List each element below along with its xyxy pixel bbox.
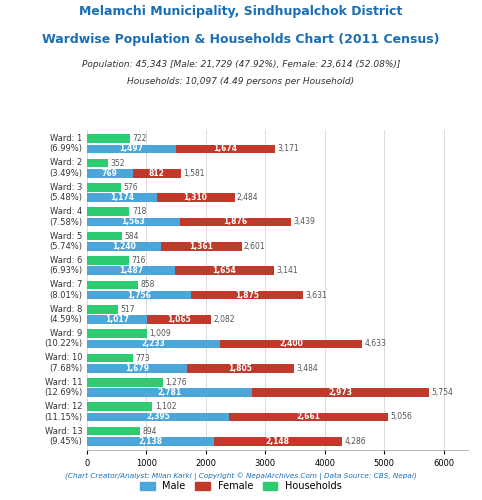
Text: 3,631: 3,631 <box>305 290 327 300</box>
Bar <box>87 291 191 300</box>
Text: 1,009: 1,009 <box>149 329 171 338</box>
Bar <box>187 364 294 372</box>
Bar <box>87 183 121 192</box>
Bar <box>161 242 241 250</box>
Bar <box>147 315 211 324</box>
Text: 1,674: 1,674 <box>214 144 238 154</box>
Text: Households: 10,097 (4.49 persons per Household): Households: 10,097 (4.49 persons per Hou… <box>127 78 355 86</box>
Text: 2,661: 2,661 <box>296 412 321 422</box>
Bar <box>87 208 130 216</box>
Text: 3,141: 3,141 <box>276 266 298 275</box>
Text: 1,361: 1,361 <box>189 242 213 251</box>
Bar <box>175 266 274 275</box>
Text: 1,017: 1,017 <box>105 315 129 324</box>
Bar <box>87 402 152 411</box>
Text: 4,633: 4,633 <box>365 340 387 348</box>
Text: 858: 858 <box>140 280 155 289</box>
Bar <box>87 218 180 226</box>
Text: 517: 517 <box>120 305 134 314</box>
Text: (Chart Creator/Analyst: Milan Karki | Copyright © NepalArchives.Com | Data Sourc: (Chart Creator/Analyst: Milan Karki | Co… <box>65 472 417 480</box>
Text: 2,148: 2,148 <box>266 437 290 446</box>
Text: 1,654: 1,654 <box>213 266 236 275</box>
Bar <box>133 169 181 177</box>
Text: 1,876: 1,876 <box>224 218 248 226</box>
Text: 769: 769 <box>102 168 118 177</box>
Text: Wardwise Population & Households Chart (2011 Census): Wardwise Population & Households Chart (… <box>42 32 440 46</box>
Text: 716: 716 <box>132 256 146 265</box>
Bar <box>87 232 121 240</box>
Text: 2,484: 2,484 <box>237 193 258 202</box>
Bar <box>87 340 220 348</box>
Text: 352: 352 <box>110 158 124 168</box>
Text: 4,286: 4,286 <box>344 437 366 446</box>
Text: 718: 718 <box>132 208 146 216</box>
Bar <box>87 427 140 436</box>
Bar <box>87 242 161 250</box>
Text: 812: 812 <box>149 168 165 177</box>
Text: 2,400: 2,400 <box>279 340 303 348</box>
Text: 5,056: 5,056 <box>390 412 412 422</box>
Bar <box>87 158 107 168</box>
Bar <box>87 169 133 177</box>
Text: 5,754: 5,754 <box>431 388 454 397</box>
Bar <box>87 194 157 202</box>
Text: 584: 584 <box>124 232 138 240</box>
Bar <box>87 388 252 397</box>
Bar <box>87 412 229 422</box>
Text: 2,781: 2,781 <box>158 388 182 397</box>
Bar <box>87 144 176 153</box>
Text: 2,233: 2,233 <box>141 340 165 348</box>
Bar <box>87 315 147 324</box>
Text: 2,973: 2,973 <box>329 388 353 397</box>
Text: 1,102: 1,102 <box>155 402 176 411</box>
Bar <box>87 280 138 289</box>
Text: 1,487: 1,487 <box>119 266 143 275</box>
Bar <box>87 266 175 275</box>
Text: 3,439: 3,439 <box>294 218 316 226</box>
Bar <box>176 144 275 153</box>
Text: 2,082: 2,082 <box>213 315 235 324</box>
Bar <box>87 378 163 386</box>
Text: 1,805: 1,805 <box>228 364 252 372</box>
Text: 2,601: 2,601 <box>244 242 266 251</box>
Bar <box>229 412 388 422</box>
Bar <box>191 291 303 300</box>
Bar <box>252 388 429 397</box>
Bar <box>214 437 342 446</box>
Text: 3,484: 3,484 <box>296 364 318 372</box>
Text: 576: 576 <box>123 183 138 192</box>
Bar <box>87 256 129 265</box>
Text: 1,174: 1,174 <box>110 193 134 202</box>
Bar <box>87 330 147 338</box>
Bar <box>180 218 292 226</box>
Text: 3,171: 3,171 <box>278 144 299 154</box>
Bar <box>87 364 187 372</box>
Text: 1,679: 1,679 <box>125 364 149 372</box>
Bar <box>87 134 130 143</box>
Text: 2,395: 2,395 <box>146 412 170 422</box>
Text: 1,497: 1,497 <box>119 144 143 154</box>
Legend: Male, Female, Households: Male, Female, Households <box>136 478 346 495</box>
Text: Population: 45,343 [Male: 21,729 (47.92%), Female: 23,614 (52.08%)]: Population: 45,343 [Male: 21,729 (47.92%… <box>82 60 400 69</box>
Bar <box>220 340 362 348</box>
Text: 722: 722 <box>132 134 147 143</box>
Text: 1,065: 1,065 <box>167 315 191 324</box>
Text: 1,581: 1,581 <box>183 168 205 177</box>
Text: 773: 773 <box>135 354 150 362</box>
Bar <box>87 354 133 362</box>
Text: 2,138: 2,138 <box>138 437 162 446</box>
Bar <box>157 194 235 202</box>
Text: 1,276: 1,276 <box>165 378 187 387</box>
Text: 1,310: 1,310 <box>184 193 208 202</box>
Bar <box>87 437 214 446</box>
Text: 1,563: 1,563 <box>121 218 145 226</box>
Text: 1,240: 1,240 <box>112 242 135 251</box>
Bar <box>87 305 118 314</box>
Text: 1,875: 1,875 <box>235 290 259 300</box>
Text: Melamchi Municipality, Sindhupalchok District: Melamchi Municipality, Sindhupalchok Dis… <box>80 5 402 18</box>
Text: 894: 894 <box>142 426 157 436</box>
Text: 1,756: 1,756 <box>127 290 151 300</box>
